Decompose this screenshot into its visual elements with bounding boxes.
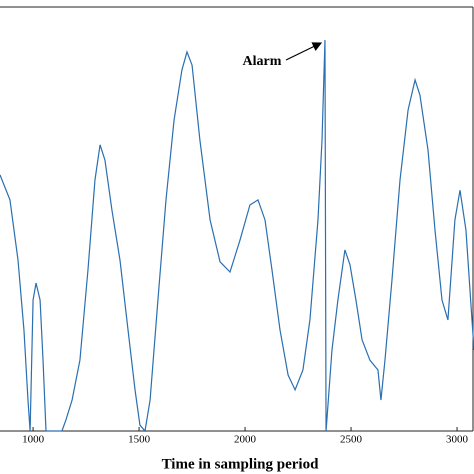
x-tick-label: 2000: [234, 434, 257, 446]
annotation-arrow: [285, 42, 323, 61]
x-tick-label: 3000: [446, 434, 469, 446]
data-line: [0, 40, 474, 433]
annotation: Alarm: [243, 54, 282, 69]
x-tick-label: 1000: [22, 434, 45, 446]
x-axis-label: Time in sampling period: [162, 456, 319, 472]
x-tick-label: 2500: [340, 434, 363, 446]
x-tick-label: 1500: [128, 434, 151, 446]
